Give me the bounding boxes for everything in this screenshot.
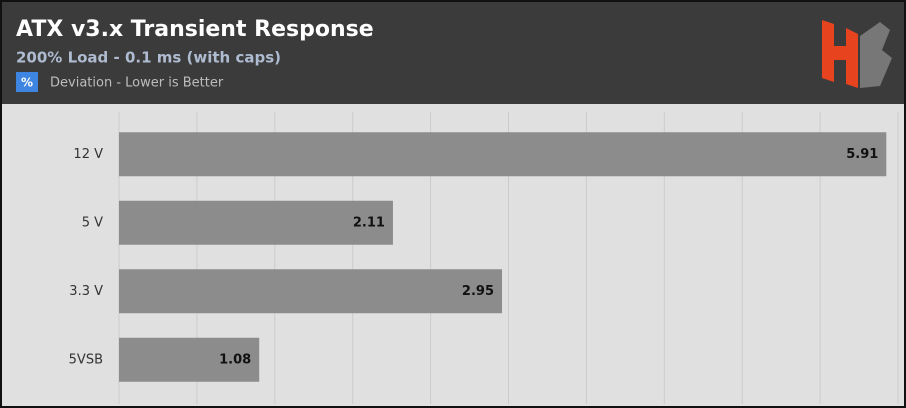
legend-symbol: % — [21, 76, 33, 90]
value-label: 1.08 — [219, 352, 251, 367]
y-tick-label: 12 V — [73, 147, 103, 162]
y-tick-label: 5 V — [82, 215, 103, 230]
chart-title: ATX v3.x Transient Response — [16, 17, 374, 42]
value-label: 2.11 — [353, 215, 385, 230]
legend-label: Deviation - Lower is Better — [50, 76, 224, 91]
logo — [822, 20, 892, 88]
bar — [119, 200, 393, 245]
value-label: 2.95 — [462, 284, 494, 299]
bar — [119, 132, 887, 177]
y-tick-label: 3.3 V — [69, 284, 103, 299]
bar — [119, 337, 260, 382]
value-label: 5.91 — [846, 147, 878, 162]
y-tick-label: 5VSB — [69, 352, 103, 367]
header — [2, 2, 904, 104]
legend-swatch — [16, 72, 38, 92]
bar — [119, 269, 503, 314]
chart-subtitle: 200% Load - 0.1 ms (with caps) — [16, 49, 281, 67]
